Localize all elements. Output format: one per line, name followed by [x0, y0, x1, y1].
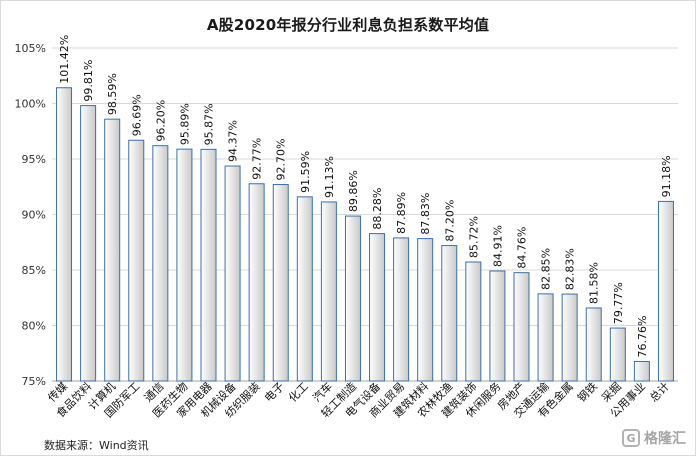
data-label: 95.87%	[203, 103, 216, 145]
bar	[489, 270, 506, 382]
bar	[320, 201, 337, 382]
data-label: 84.76%	[516, 227, 529, 269]
data-label: 95.89%	[178, 103, 191, 145]
bar	[369, 233, 386, 382]
bar	[561, 293, 578, 382]
x-tick-label: 电子	[262, 380, 287, 405]
bars	[56, 87, 674, 382]
bar	[128, 139, 145, 382]
watermark: G 格隆汇	[622, 428, 686, 448]
bar	[176, 148, 193, 382]
bar	[272, 184, 289, 382]
data-label: 87.89%	[395, 192, 408, 234]
y-axis: 75% 80% 85% 90% 95% 100% 105%	[15, 42, 46, 388]
bar	[80, 105, 97, 382]
bar	[465, 261, 482, 382]
data-label: 89.86%	[347, 170, 360, 212]
data-label: 87.83%	[419, 193, 432, 235]
bar	[513, 272, 530, 382]
y-tick-label: 105%	[15, 42, 46, 55]
data-labels: 101.42% 99.81% 98.59% 96.69% 96.20% 95.89% 95.…	[58, 35, 673, 358]
bar	[585, 307, 602, 382]
data-label: 88.28%	[371, 188, 384, 230]
data-label: 87.20%	[443, 200, 456, 242]
y-tick-label: 95%	[22, 153, 46, 166]
x-tick-label: 总计	[647, 379, 672, 404]
chart-title: A股2020年报分行业利息负担系数平均值	[206, 16, 490, 34]
data-label: 91.13%	[323, 156, 336, 198]
bar	[344, 215, 361, 382]
y-tick-label: 75%	[22, 375, 46, 388]
y-tick-label: 90%	[22, 209, 46, 222]
bar	[537, 293, 554, 382]
bar	[56, 87, 73, 382]
data-label: 91.18%	[660, 155, 673, 197]
bar	[224, 165, 241, 382]
data-label: 96.20%	[154, 100, 167, 142]
bar	[657, 200, 674, 382]
data-label: 94.37%	[227, 120, 240, 162]
x-tick-label: 化工	[285, 379, 310, 404]
data-label: 82.85%	[540, 248, 553, 290]
data-label: 101.42%	[58, 35, 71, 84]
bar	[393, 237, 410, 382]
bar	[104, 118, 121, 382]
bar	[633, 360, 650, 382]
data-label: 96.69%	[130, 94, 143, 136]
data-label: 85.72%	[467, 216, 480, 258]
source-note: 数据来源：Wind资讯	[44, 439, 149, 452]
watermark-text: 格隆汇	[644, 431, 686, 447]
data-label: 84.91%	[491, 225, 504, 267]
bar	[200, 148, 217, 382]
bar	[417, 238, 434, 382]
y-tick-label: 80%	[22, 320, 46, 333]
y-tick-label: 85%	[22, 264, 46, 277]
x-tick-label: 钢铁	[575, 380, 600, 405]
bar	[609, 327, 626, 382]
gelonghui-logo-icon: G	[622, 429, 640, 447]
data-label: 92.70%	[275, 139, 288, 181]
data-label: 79.77%	[612, 282, 625, 324]
data-label: 82.83%	[564, 248, 577, 290]
data-label: 91.59%	[299, 151, 312, 193]
data-label: 92.77%	[251, 138, 264, 180]
y-tick-label: 100%	[15, 98, 46, 111]
data-label: 98.59%	[106, 73, 119, 115]
bar	[441, 245, 458, 382]
bar	[248, 183, 265, 382]
grid-lines	[52, 47, 678, 382]
bar	[296, 196, 313, 382]
data-label: 76.76%	[636, 316, 649, 358]
data-label: 99.81%	[82, 60, 95, 102]
data-label: 81.58%	[588, 262, 601, 304]
bar	[152, 145, 169, 382]
